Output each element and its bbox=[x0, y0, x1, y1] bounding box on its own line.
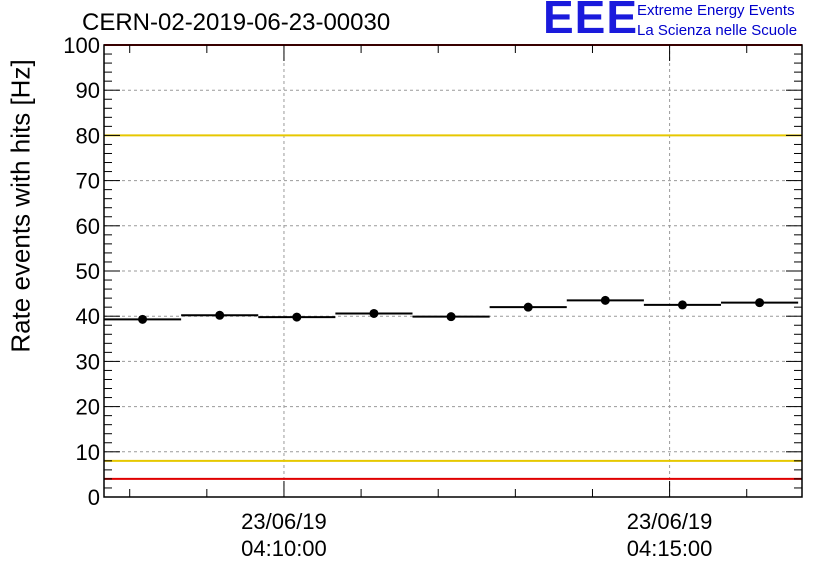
x-tick-date-label: 23/06/19 bbox=[241, 509, 327, 534]
y-tick-label: 0 bbox=[88, 485, 100, 510]
data-point bbox=[677, 300, 687, 310]
data-point bbox=[523, 302, 533, 312]
chart-title: CERN-02-2019-06-23-00030 bbox=[82, 9, 391, 36]
logo-mark: EEE bbox=[543, 0, 639, 43]
y-tick-label: 100 bbox=[63, 33, 100, 58]
x-tick-time-label: 04:15:00 bbox=[627, 536, 713, 561]
data-point bbox=[138, 314, 148, 324]
y-tick-label: 60 bbox=[76, 214, 100, 239]
y-tick-label: 20 bbox=[76, 395, 100, 420]
data-point bbox=[600, 295, 610, 305]
y-tick-label: 90 bbox=[76, 78, 100, 103]
y-tick-label: 10 bbox=[76, 440, 100, 465]
y-tick-label: 40 bbox=[76, 304, 100, 329]
eee-logo: EEE Extreme Energy Events La Scienza nel… bbox=[543, 0, 836, 46]
y-tick-label: 80 bbox=[76, 123, 100, 148]
data-point bbox=[215, 310, 225, 320]
y-tick-label: 70 bbox=[76, 169, 100, 194]
data-point bbox=[292, 312, 302, 322]
logo-line2: La Scienza nelle Scuole bbox=[637, 22, 798, 39]
data-point bbox=[446, 312, 456, 322]
data-point bbox=[755, 298, 765, 308]
x-tick-time-label: 04:10:00 bbox=[241, 536, 327, 561]
data-point bbox=[369, 308, 379, 318]
x-tick-date-label: 23/06/19 bbox=[627, 509, 713, 534]
logo-line1: Extreme Energy Events bbox=[637, 2, 795, 19]
y-tick-label: 30 bbox=[76, 349, 100, 374]
y-tick-label: 50 bbox=[76, 259, 100, 284]
